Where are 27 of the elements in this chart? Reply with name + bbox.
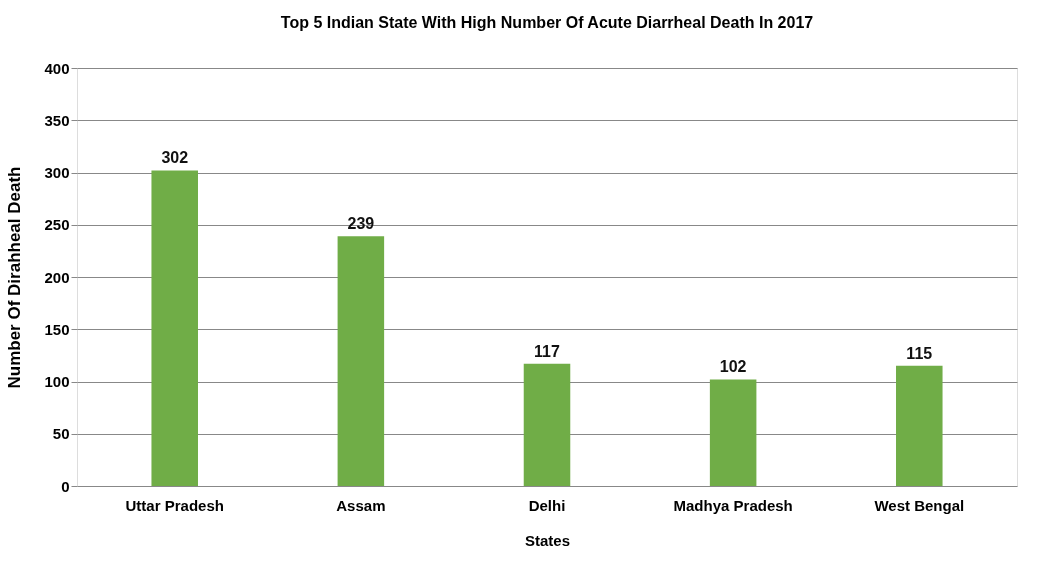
y-tick-label: 350	[44, 111, 70, 129]
x-tick-label: Madhya Pradesh	[673, 496, 793, 514]
y-tick-label: 200	[44, 268, 70, 286]
x-tick-label: West Bengal	[874, 496, 965, 514]
bar	[151, 170, 198, 486]
y-tick-label: 250	[44, 216, 70, 234]
data-label: 117	[534, 342, 561, 360]
x-tick-label: Uttar Pradesh	[125, 496, 224, 514]
bar	[896, 365, 943, 486]
data-label: 102	[719, 358, 747, 376]
y-tick-label: 50	[52, 425, 70, 443]
data-label: 115	[906, 344, 933, 362]
y-tick-label: 100	[44, 373, 70, 390]
y-tick-label: 400	[44, 59, 70, 77]
data-label: 239	[347, 215, 375, 233]
y-tick-label: 0	[61, 477, 70, 495]
y-tick-label: 150	[44, 320, 70, 338]
x-axis-title: States	[524, 531, 571, 549]
data-label: 302	[161, 149, 189, 167]
bar	[337, 236, 385, 486]
chart-title: Top 5 Indian State With High Number Of Acute Diarrheal Death In 2017	[280, 14, 814, 31]
y-axis-title: Number Of Dirahheal Death	[5, 166, 25, 389]
bar	[523, 363, 571, 486]
y-tick-label: 300	[44, 164, 70, 181]
x-tick-label: Assam	[336, 496, 386, 514]
bar	[709, 379, 757, 486]
x-tick-label: Delhi	[528, 496, 566, 514]
